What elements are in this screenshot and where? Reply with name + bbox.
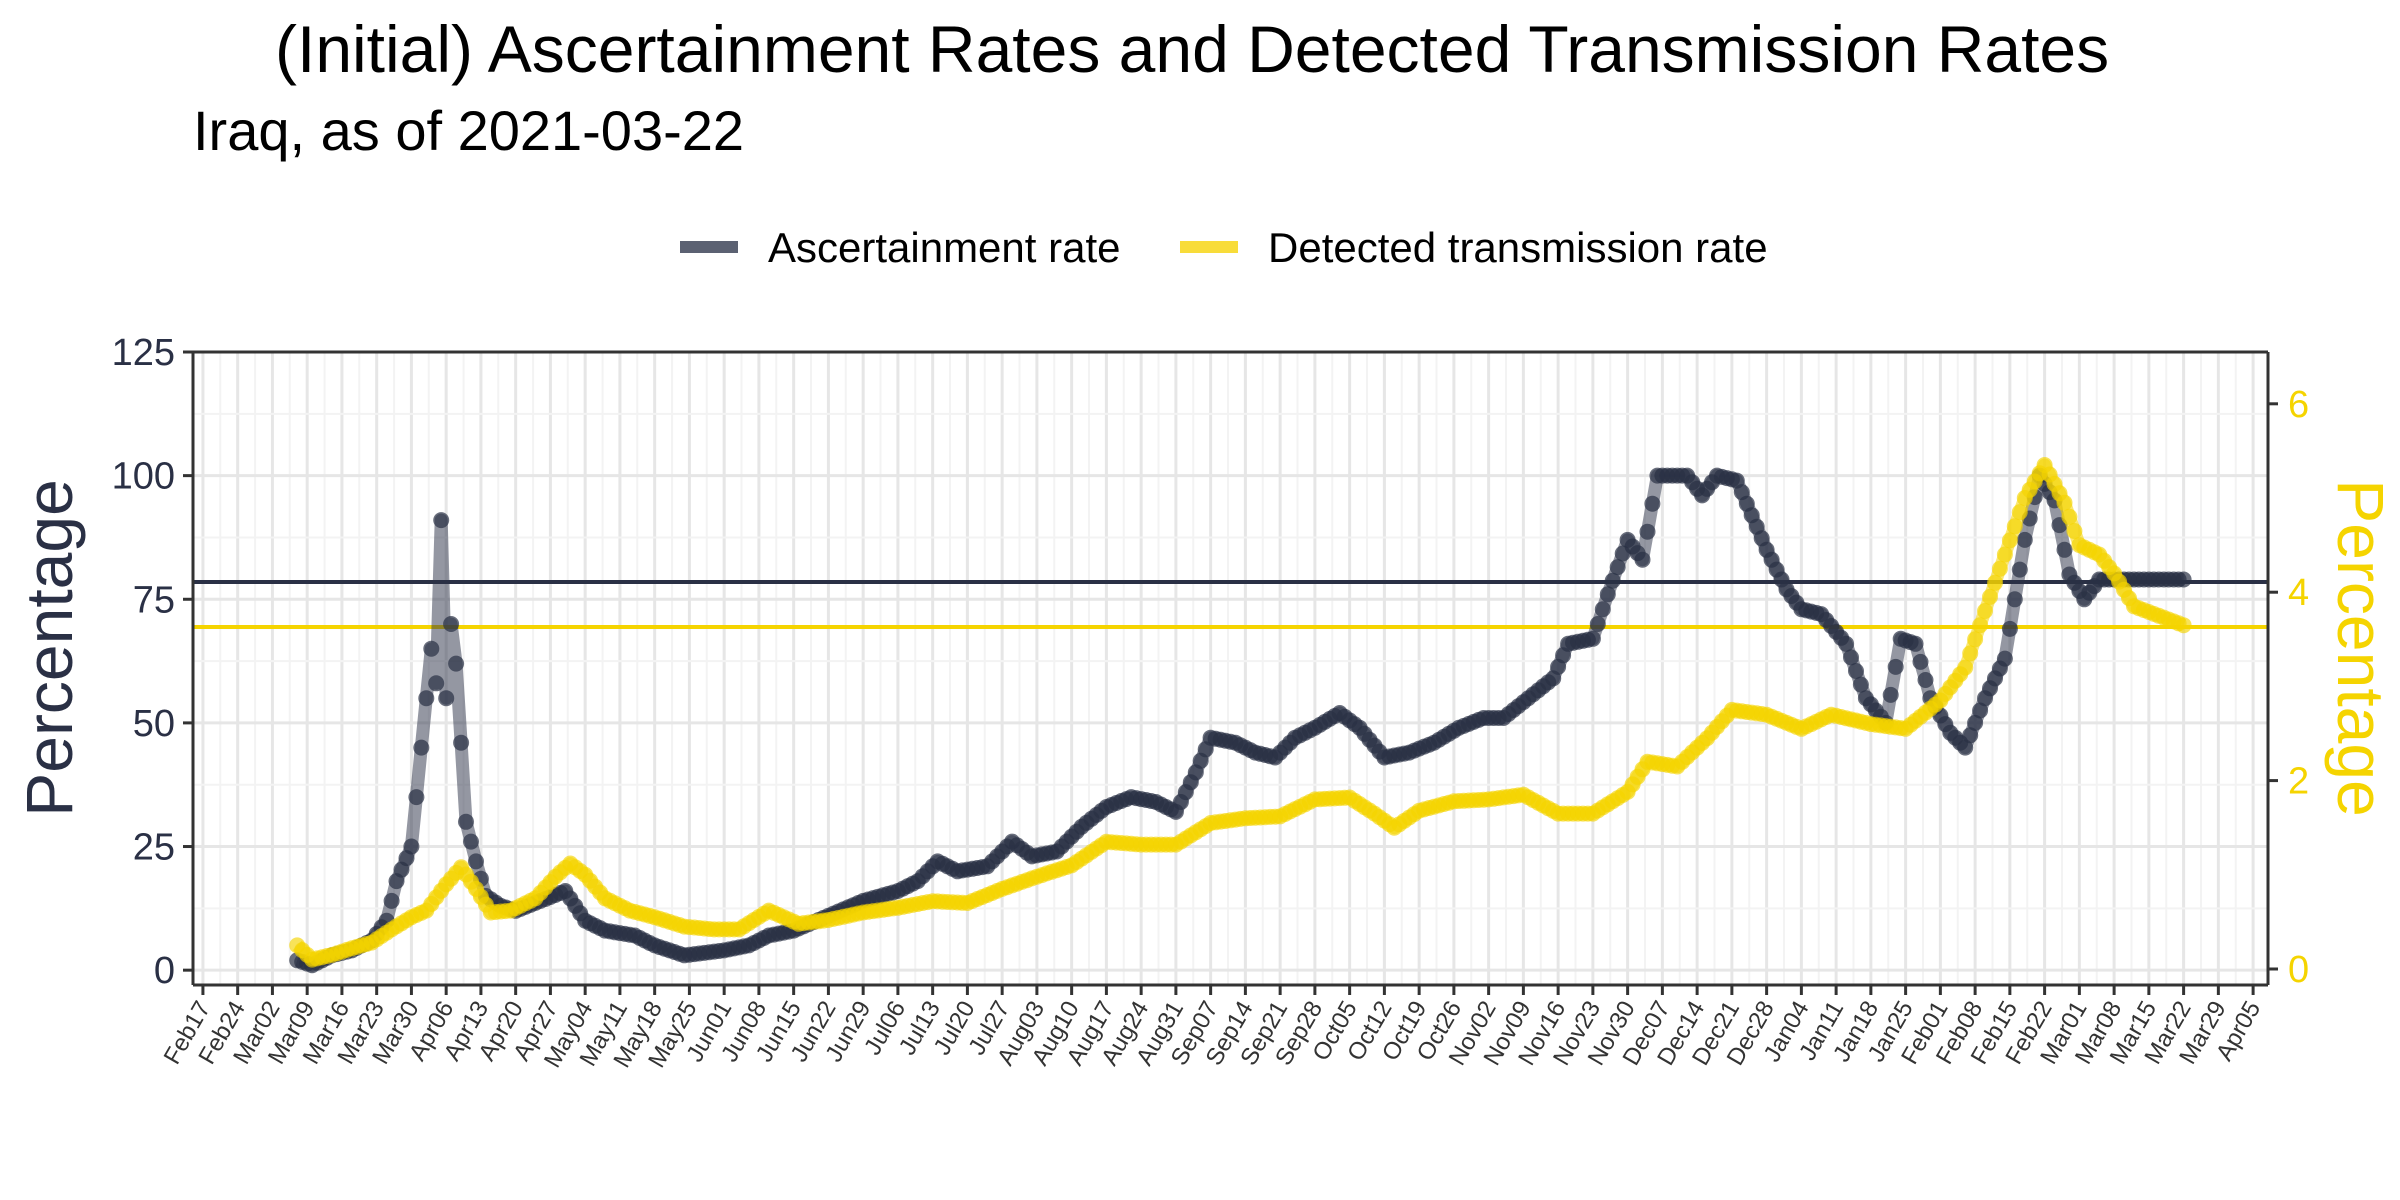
data-point — [1852, 676, 1869, 693]
data-point — [1838, 635, 1855, 652]
y-tick-label-right: 4 — [2288, 572, 2309, 614]
y-ticks-left: 0 25 50 75 100 125 — [112, 332, 193, 992]
data-point — [1982, 588, 1998, 605]
data-point — [428, 675, 445, 692]
legend-label-transmission: Detected transmission rate — [1268, 224, 1768, 271]
data-point — [433, 512, 450, 529]
data-point — [2001, 532, 2018, 549]
data-point — [1584, 630, 1601, 647]
data-point — [468, 853, 484, 870]
data-point — [1843, 649, 1859, 666]
data-point — [1639, 523, 1656, 540]
data-point — [2056, 494, 2073, 511]
legend-label-ascertainment: Ascertainment rate — [768, 224, 1121, 271]
y-tick-label-left: 100 — [112, 456, 175, 498]
data-point — [1634, 551, 1651, 568]
y-tick-label-right: 0 — [2288, 949, 2309, 991]
y-axis-title-left: Percentage — [12, 479, 86, 817]
data-point — [2061, 508, 2078, 525]
data-point — [403, 838, 420, 855]
data-point — [2001, 620, 2018, 637]
axes — [191, 350, 2270, 987]
legend: Ascertainment rate Detected transmission… — [680, 224, 1768, 271]
data-point — [458, 813, 474, 830]
data-point — [2016, 531, 2033, 548]
data-point — [2066, 523, 2083, 539]
data-point — [1882, 686, 1899, 703]
data-point — [463, 833, 479, 850]
y-ticks-right: 0 2 4 6 — [2268, 384, 2309, 991]
data-point — [413, 739, 430, 756]
data-point — [1887, 658, 1904, 675]
data-point — [1957, 659, 1974, 676]
data-point — [418, 690, 435, 707]
data-point — [1609, 559, 1626, 576]
data-point — [1604, 572, 1621, 589]
data-point — [1599, 586, 1616, 603]
data-point — [2011, 504, 2028, 521]
y-axis-title-right: Percentage — [2324, 479, 2398, 817]
chart-title: (Initial) Ascertainment Rates and Detect… — [275, 12, 2109, 86]
data-point — [1912, 653, 1929, 670]
data-point — [1589, 616, 1606, 632]
data-point — [2175, 617, 2192, 634]
data-point — [423, 640, 440, 657]
data-point — [408, 789, 425, 806]
y-tick-label-right: 2 — [2288, 761, 2309, 803]
data-point — [443, 616, 460, 632]
data-point — [2011, 561, 2028, 578]
y-tick-label-left: 50 — [133, 703, 175, 745]
y-tick-label-right: 6 — [2288, 384, 2309, 426]
chart-subtitle: Iraq, as of 2021-03-22 — [193, 99, 744, 162]
data-point — [1967, 631, 1984, 648]
y-tick-label-left: 25 — [133, 827, 175, 869]
y-tick-label-left: 75 — [133, 579, 175, 621]
data-point — [1907, 635, 1924, 652]
data-point — [1962, 727, 1979, 744]
data-point — [1987, 574, 2003, 591]
series-transmission — [289, 457, 2192, 968]
data-point — [2056, 541, 2073, 558]
y-tick-label-left: 0 — [154, 950, 175, 992]
data-point — [1991, 560, 2008, 577]
data-point — [1962, 645, 1979, 662]
data-point — [1972, 702, 1989, 719]
data-point — [1996, 546, 2013, 563]
data-point — [383, 892, 400, 909]
data-point — [1977, 603, 1993, 619]
data-point — [448, 655, 465, 672]
data-point — [1644, 495, 1661, 512]
data-point — [1848, 663, 1864, 679]
data-point — [2175, 571, 2192, 588]
reference-lines — [193, 579, 2268, 630]
series-ascertainment — [289, 467, 2192, 974]
data-point — [2006, 591, 2023, 608]
data-point — [1996, 650, 2013, 667]
data-point — [1917, 672, 1934, 688]
data-point — [1594, 601, 1611, 618]
x-ticks: Feb17Feb24Mar02Mar09Mar16Mar23Mar30Apr06… — [159, 985, 2266, 1072]
data-point — [1967, 714, 1984, 731]
data-point — [1957, 739, 1974, 756]
data-point — [1972, 617, 1989, 634]
data-point — [453, 734, 470, 751]
data-point — [438, 690, 455, 707]
data-point — [2006, 518, 2023, 535]
y-tick-label-left: 125 — [112, 332, 175, 374]
